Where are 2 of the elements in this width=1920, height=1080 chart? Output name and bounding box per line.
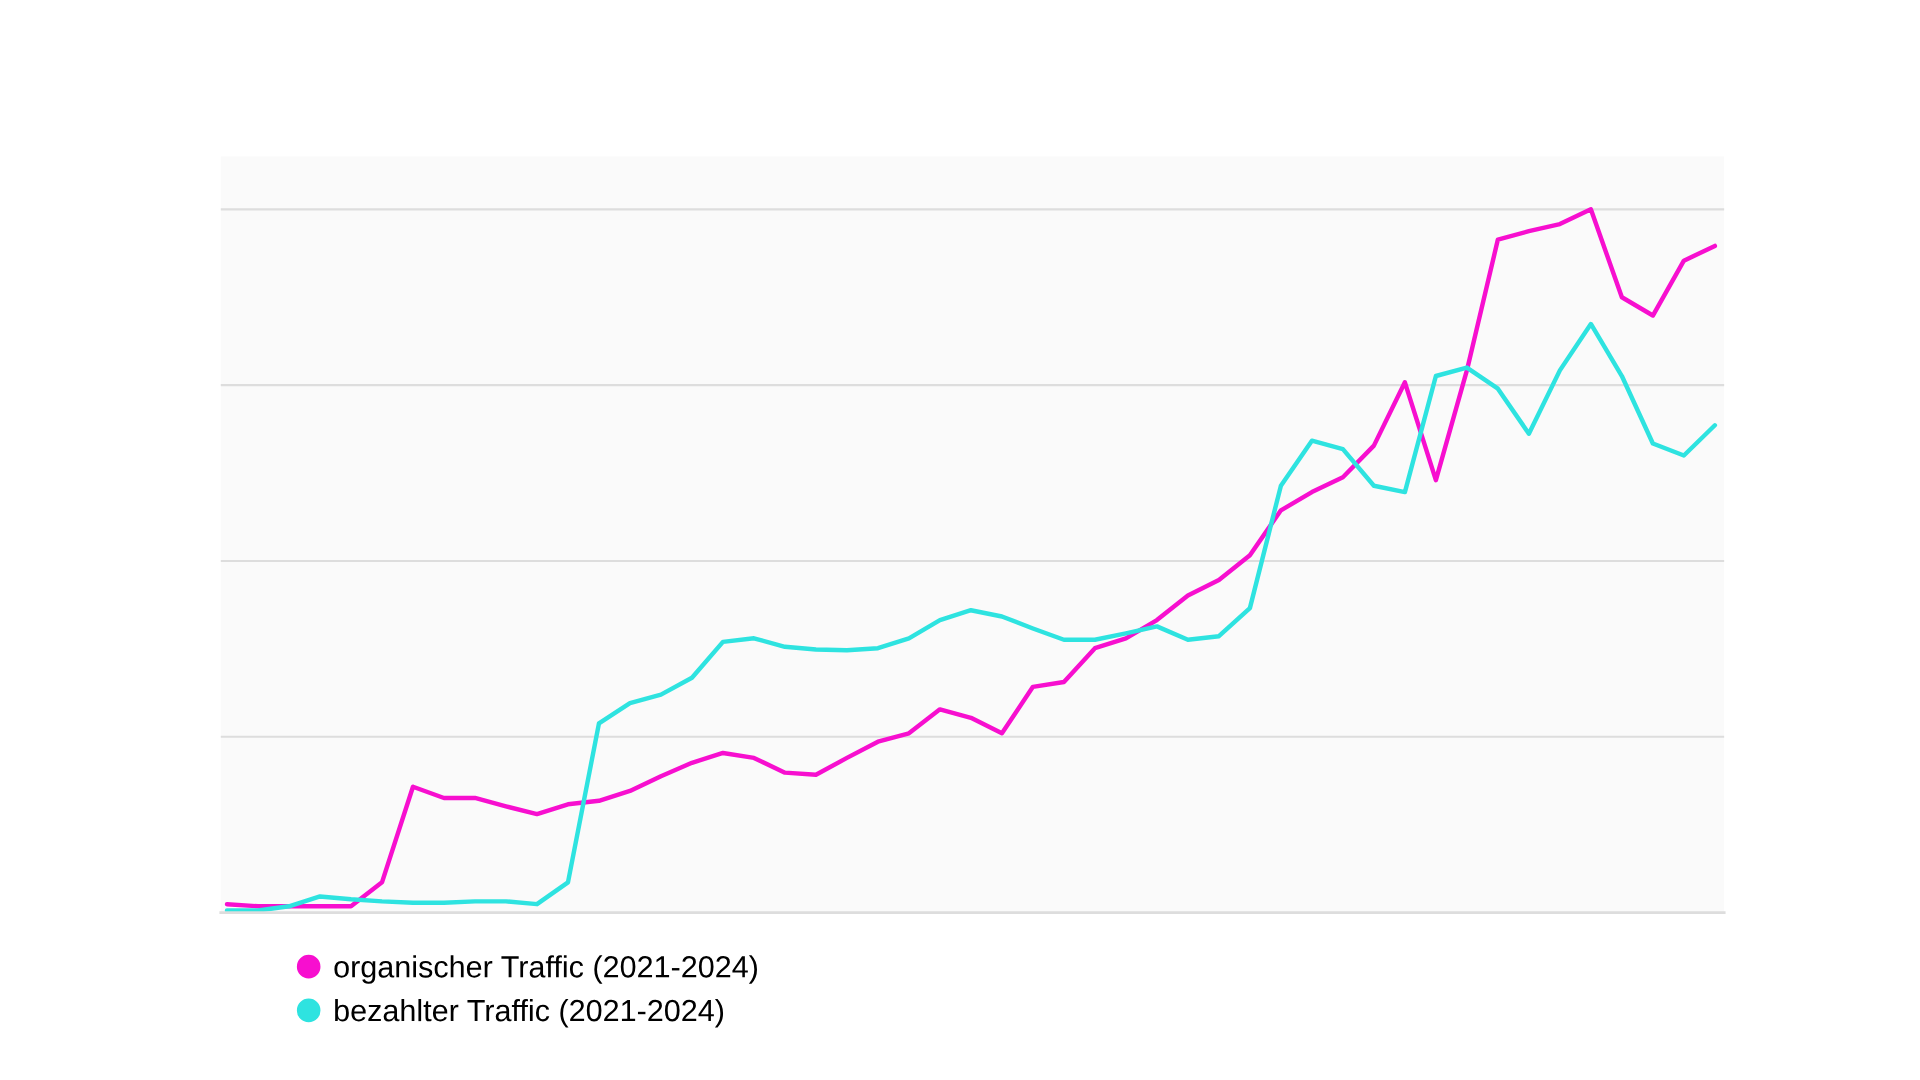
legend-label: organischer Traffic (2021-2024) [334,955,757,984]
legend-label: bezahlter Traffic (2021-2024) [335,998,724,1028]
